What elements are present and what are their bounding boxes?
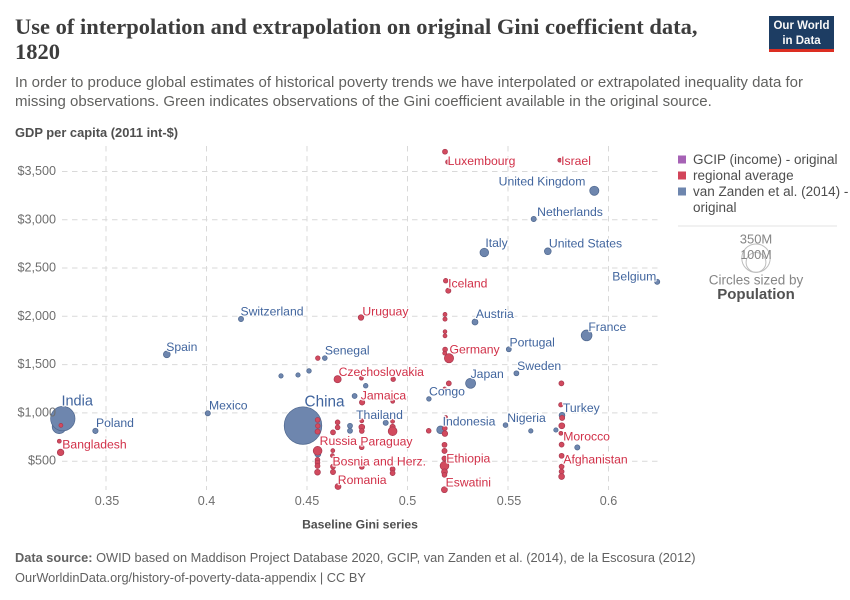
svg-text:Russia: Russia <box>320 434 357 448</box>
svg-text:Eswatini: Eswatini <box>446 475 491 489</box>
svg-text:Luxembourg: Luxembourg <box>448 154 516 168</box>
svg-text:0.55: 0.55 <box>497 494 522 508</box>
svg-text:0.6: 0.6 <box>600 494 618 508</box>
svg-text:$1,500: $1,500 <box>17 357 56 371</box>
svg-text:Nigeria: Nigeria <box>507 411 546 425</box>
svg-text:$2,000: $2,000 <box>17 309 56 323</box>
svg-text:Bosnia and Herz.: Bosnia and Herz. <box>333 454 427 468</box>
svg-text:Sweden: Sweden <box>517 359 561 373</box>
svg-text:0.45: 0.45 <box>295 494 320 508</box>
svg-text:Switzerland: Switzerland <box>241 305 304 319</box>
svg-text:Czechoslovakia: Czechoslovakia <box>339 365 425 379</box>
svg-text:0.4: 0.4 <box>198 494 216 508</box>
svg-text:$500: $500 <box>28 454 56 468</box>
svg-text:Senegal: Senegal <box>325 343 370 357</box>
svg-text:Baseline Gini series: Baseline Gini series <box>302 518 418 532</box>
svg-text:regional average: regional average <box>693 168 794 183</box>
svg-text:Poland: Poland <box>96 416 134 430</box>
svg-text:Bangladesh: Bangladesh <box>62 438 126 452</box>
svg-text:Belgium: Belgium <box>612 270 656 284</box>
svg-text:Germany: Germany <box>450 343 501 357</box>
svg-text:Uruguay: Uruguay <box>362 305 409 319</box>
svg-text:Turkey: Turkey <box>563 401 601 415</box>
svg-text:Congo: Congo <box>429 385 465 399</box>
svg-text:Mexico: Mexico <box>209 399 248 413</box>
svg-text:van Zanden et al. (2014) -: van Zanden et al. (2014) - <box>693 184 848 199</box>
svg-text:$1,000: $1,000 <box>17 405 56 419</box>
svg-text:0.5: 0.5 <box>399 494 417 508</box>
svg-text:Austria: Austria <box>476 307 514 321</box>
svg-text:Netherlands: Netherlands <box>537 205 603 219</box>
svg-text:Jamaica: Jamaica <box>361 388 407 402</box>
svg-text:$3,500: $3,500 <box>17 164 56 178</box>
svg-text:France: France <box>588 320 626 334</box>
svg-text:Spain: Spain <box>166 340 197 354</box>
svg-text:Israel: Israel <box>561 154 591 168</box>
svg-text:$3,000: $3,000 <box>17 212 56 226</box>
svg-text:India: India <box>61 394 93 410</box>
svg-text:China: China <box>305 393 345 410</box>
svg-text:Italy: Italy <box>485 236 508 250</box>
svg-text:original: original <box>693 200 737 215</box>
svg-text:$2,500: $2,500 <box>17 261 56 275</box>
svg-text:Circles sized by: Circles sized by <box>709 273 804 288</box>
svg-text:350M: 350M <box>740 232 773 247</box>
svg-text:Portugal: Portugal <box>509 335 554 349</box>
svg-text:Iceland: Iceland <box>448 277 487 291</box>
svg-text:Morocco: Morocco <box>563 430 610 444</box>
svg-text:Japan: Japan <box>471 367 504 381</box>
svg-text:United Kingdom: United Kingdom <box>499 174 586 188</box>
svg-text:Indonesia: Indonesia <box>443 414 496 428</box>
svg-text:100M: 100M <box>740 248 771 262</box>
svg-text:Romania: Romania <box>338 473 387 487</box>
svg-text:Thailand: Thailand <box>356 408 403 422</box>
svg-text:Population: Population <box>717 286 795 303</box>
svg-text:Ethiopia: Ethiopia <box>446 451 490 465</box>
svg-text:Afghanistan: Afghanistan <box>563 452 627 466</box>
svg-text:United States: United States <box>549 236 622 250</box>
svg-text:GCIP (income) - original: GCIP (income) - original <box>693 152 838 167</box>
svg-text:Paraguay: Paraguay <box>360 434 413 448</box>
svg-text:0.35: 0.35 <box>95 494 120 508</box>
